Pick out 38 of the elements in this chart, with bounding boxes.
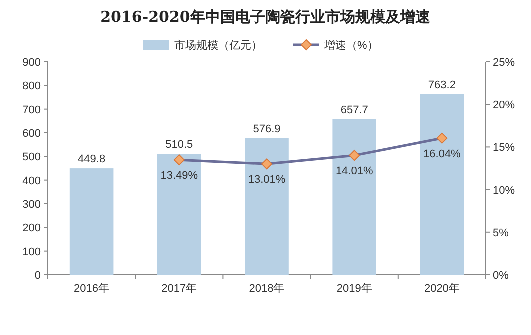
y-tick-label: 100 [22, 246, 41, 258]
y-tick-label: 300 [22, 199, 41, 211]
y-tick-label: 500 [22, 152, 41, 164]
y-tick-label: 400 [22, 175, 41, 188]
bar [245, 138, 289, 275]
y2-tick-label: 25% [493, 57, 516, 69]
y2-tick-label: 0% [493, 270, 510, 282]
data-label: 763.2 [428, 79, 456, 92]
bar [420, 94, 464, 275]
data-label: 16.04% [424, 148, 462, 160]
y2-tick-label: 15% [493, 142, 516, 154]
data-label: 449.8 [78, 154, 106, 166]
y-tick-label: 200 [22, 222, 41, 235]
data-label: 14.01% [336, 166, 374, 178]
x-tick-label: 2017年 [162, 283, 198, 295]
chart-title: 2016-2020年中国电子陶瓷行业市场规模及增速 [100, 8, 432, 26]
bar [158, 154, 202, 275]
y2-tick-label: 10% [493, 184, 516, 197]
y-tick-label: 900 [22, 57, 41, 69]
data-label: 510.5 [166, 139, 194, 152]
data-label: 657.7 [340, 104, 368, 116]
data-label: 576.9 [253, 123, 281, 136]
data-label: 13.01% [248, 174, 286, 186]
y-tick-label: 800 [22, 80, 41, 93]
y2-tick-label: 5% [493, 227, 510, 240]
y2-tick-label: 20% [493, 100, 516, 112]
bar [332, 119, 376, 275]
legend-label: 增速（%） [324, 39, 378, 52]
x-tick-label: 2020年 [424, 283, 460, 295]
bar [70, 168, 114, 275]
legend-label: 市场规模（亿元） [174, 39, 262, 52]
data-label: 13.49% [160, 170, 198, 182]
x-tick-label: 2016年 [74, 283, 110, 295]
y-tick-label: 700 [22, 104, 41, 116]
x-tick-label: 2018年 [249, 283, 285, 295]
x-tick-label: 2019年 [336, 283, 372, 295]
y-tick-label: 0 [34, 270, 41, 282]
y-tick-label: 600 [22, 128, 41, 140]
